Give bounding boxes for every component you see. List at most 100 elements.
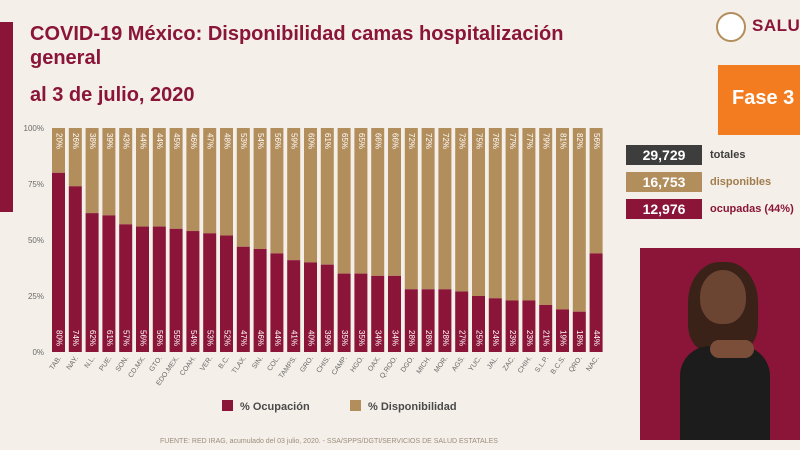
- data-label-disponibilidad: 48%: [222, 133, 231, 149]
- phase-label: Fase 3: [732, 87, 795, 109]
- category-label: SON.: [115, 355, 131, 373]
- bar-disponibilidad: [572, 128, 586, 312]
- bar-ocupacion: [119, 224, 133, 352]
- data-label-disponibilidad: 72%: [407, 133, 416, 149]
- bar-ocupacion: [287, 260, 301, 352]
- data-label-ocupacion: 34%: [390, 330, 399, 346]
- data-label-disponibilidad: 77%: [508, 133, 517, 149]
- data-label-ocupacion: 23%: [525, 330, 534, 346]
- data-label-ocupacion: 34%: [374, 330, 383, 346]
- bar-ocupacion: [270, 253, 284, 352]
- bar-ocupacion: [505, 300, 519, 352]
- category-label: NAY.: [66, 355, 80, 371]
- phase-badge: Fase 3: [718, 65, 800, 135]
- data-label-ocupacion: 46%: [256, 330, 265, 346]
- sign-language-interpreter: [640, 248, 800, 440]
- data-label-ocupacion: 21%: [542, 330, 551, 346]
- bar-disponibilidad: [253, 128, 267, 249]
- bar-disponibilidad: [354, 128, 368, 274]
- data-label-disponibilidad: 73%: [458, 133, 467, 149]
- data-label-ocupacion: 54%: [189, 330, 198, 346]
- legend-swatch-disponibilidad: [350, 400, 361, 411]
- bar-ocupacion: [68, 186, 82, 352]
- bar-disponibilidad: [337, 128, 351, 274]
- category-label: NAC.: [585, 355, 600, 373]
- bar-disponibilidad: [371, 128, 385, 276]
- data-label-ocupacion: 24%: [491, 330, 500, 346]
- bar-disponibilidad: [220, 128, 233, 236]
- data-label-ocupacion: 40%: [306, 330, 315, 346]
- bar-ocupacion: [203, 233, 217, 352]
- stacked-bar-chart: 0% 25% 50% 75% 100% 20% 80% TAB. 26% 74% NAY. 38% 62…: [24, 124, 603, 413]
- category-label: TLAX.: [231, 355, 248, 375]
- category-label: ZAC.: [502, 355, 517, 372]
- bar-disponibilidad: [287, 128, 301, 261]
- bar-ocupacion: [455, 291, 469, 352]
- stat-label: ocupadas (44%): [710, 203, 794, 215]
- category-label: B.C.S.: [550, 355, 567, 376]
- data-label-ocupacion: 28%: [424, 330, 433, 346]
- data-label-ocupacion: 56%: [138, 330, 147, 346]
- y-tick-label: 75%: [28, 180, 44, 189]
- data-label-disponibilidad: 46%: [189, 133, 198, 149]
- interpreter-body: [680, 346, 770, 440]
- data-label-disponibilidad: 43%: [122, 133, 131, 149]
- bar-ocupacion: [438, 289, 452, 352]
- legend-swatch-ocupacion: [222, 400, 233, 411]
- data-label-disponibilidad: 75%: [474, 133, 483, 149]
- data-label-ocupacion: 56%: [155, 330, 164, 346]
- category-label: S.L.P.: [534, 355, 550, 374]
- data-label-disponibilidad: 44%: [138, 133, 147, 149]
- category-label: JAL.: [486, 355, 500, 371]
- bar-disponibilidad: [136, 128, 149, 227]
- bar-ocupacion: [388, 275, 401, 352]
- category-label: HGO.: [350, 355, 366, 374]
- bar-disponibilidad: [589, 128, 603, 254]
- data-label-ocupacion: 61%: [105, 330, 114, 346]
- data-label-ocupacion: 23%: [508, 330, 517, 346]
- bar-disponibilidad: [68, 128, 82, 187]
- data-label-disponibilidad: 39%: [105, 133, 114, 149]
- category-label: MICH.: [416, 355, 433, 375]
- bar-disponibilidad: [488, 128, 502, 299]
- legend-label-ocupacion: % Ocupación: [240, 401, 310, 413]
- bar-disponibilidad: [203, 128, 217, 234]
- bar-ocupacion: [522, 300, 536, 352]
- bar-ocupacion: [488, 298, 502, 352]
- seal-icon: [716, 12, 746, 42]
- bar-disponibilidad: [236, 128, 250, 247]
- data-label-disponibilidad: 60%: [306, 133, 315, 149]
- data-label-ocupacion: 25%: [474, 330, 483, 346]
- stat-label: disponibles: [710, 176, 772, 188]
- data-label-disponibilidad: 45%: [172, 133, 181, 149]
- bar-ocupacion: [304, 262, 317, 352]
- category-label: AGS.: [451, 355, 466, 373]
- y-tick-label: 50%: [28, 236, 44, 245]
- data-label-ocupacion: 80%: [54, 330, 63, 346]
- bar-disponibilidad: [505, 128, 519, 301]
- bar-ocupacion: [472, 296, 485, 352]
- category-label: YUC.: [468, 355, 483, 373]
- bar-ocupacion: [337, 273, 351, 352]
- data-label-ocupacion: 44%: [273, 330, 282, 346]
- data-label-disponibilidad: 61%: [323, 133, 332, 149]
- data-label-ocupacion: 39%: [323, 330, 332, 346]
- category-label: CHIS.: [315, 355, 331, 374]
- data-label-disponibilidad: 59%: [290, 133, 299, 149]
- bar-disponibilidad: [119, 128, 133, 225]
- stat-value: 12,976: [626, 199, 702, 219]
- data-label-ocupacion: 44%: [592, 330, 601, 346]
- category-label: MOR.: [433, 355, 449, 374]
- category-label: GTO.: [148, 355, 164, 373]
- bar-ocupacion: [572, 311, 586, 352]
- bar-ocupacion: [136, 226, 149, 352]
- bar-ocupacion: [589, 253, 603, 352]
- category-label: PUE.: [98, 355, 113, 372]
- category-label: QRO.: [568, 355, 584, 374]
- data-label-ocupacion: 62%: [88, 330, 97, 346]
- bar-disponibilidad: [304, 128, 317, 263]
- category-label: VER.: [199, 355, 214, 372]
- data-label-disponibilidad: 65%: [357, 133, 366, 149]
- bar-disponibilidad: [52, 128, 65, 173]
- y-tick-label: 100%: [24, 124, 44, 133]
